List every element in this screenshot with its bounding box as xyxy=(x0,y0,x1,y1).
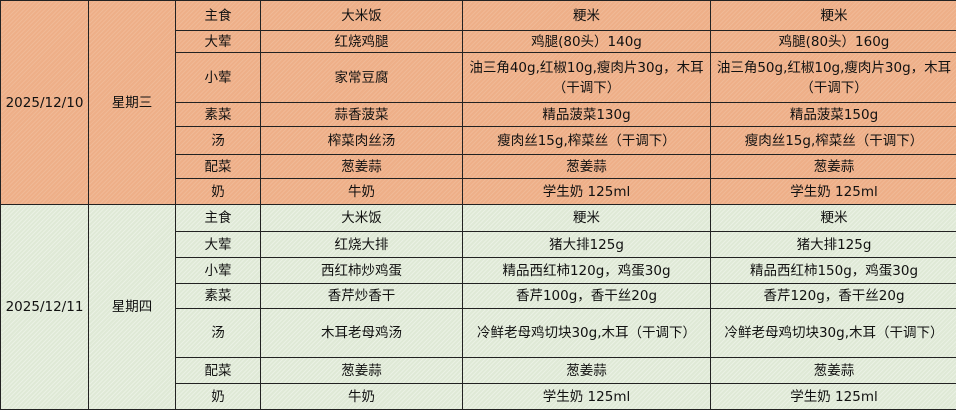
amount-a-cell: 精品菠菜130g xyxy=(463,103,711,127)
amount-b-cell: 粳米 xyxy=(711,205,956,232)
amount-a-cell: 冷鲜老母鸡切块30g,木耳（干调下） xyxy=(463,309,711,358)
category-cell: 素菜 xyxy=(176,284,261,309)
dish-cell: 蒜香菠菜 xyxy=(261,103,463,127)
date-cell: 2025/12/10 xyxy=(1,1,89,205)
category-cell: 素菜 xyxy=(176,103,261,127)
dish-cell: 榨菜肉丝汤 xyxy=(261,127,463,155)
amount-b-cell: 精品西红柿150g，鸡蛋30g xyxy=(711,258,956,284)
amount-a-cell: 猪大排125g xyxy=(463,232,711,258)
amount-a-cell: 学生奶 125ml xyxy=(463,179,711,205)
amount-b-cell: 葱姜蒜 xyxy=(711,358,956,384)
dish-cell: 大米饭 xyxy=(261,1,463,31)
dish-cell: 香芹炒香干 xyxy=(261,284,463,309)
dish-cell: 红烧鸡腿 xyxy=(261,31,463,53)
dish-cell: 红烧大排 xyxy=(261,232,463,258)
category-cell: 汤 xyxy=(176,127,261,155)
amount-b-cell: 冷鲜老母鸡切块30g,木耳（干调下） xyxy=(711,309,956,358)
amount-b-cell: 鸡腿(80头）160g xyxy=(711,31,956,53)
dish-cell: 木耳老母鸡汤 xyxy=(261,309,463,358)
dish-cell: 家常豆腐 xyxy=(261,53,463,103)
amount-a-cell: 鸡腿(80头）140g xyxy=(463,31,711,53)
amount-b-cell: 粳米 xyxy=(711,1,956,31)
amount-a-cell: 学生奶 125ml xyxy=(463,384,711,410)
category-cell: 奶 xyxy=(176,179,261,205)
amount-a-cell: 葱姜蒜 xyxy=(463,155,711,179)
dish-cell: 牛奶 xyxy=(261,179,463,205)
category-cell: 小荤 xyxy=(176,53,261,103)
category-cell: 小荤 xyxy=(176,258,261,284)
amount-a-cell: 精品西红柿120g，鸡蛋30g xyxy=(463,258,711,284)
amount-b-cell: 香芹120g，香干丝20g xyxy=(711,284,956,309)
dish-cell: 西红柿炒鸡蛋 xyxy=(261,258,463,284)
amount-a-cell: 香芹100g，香干丝20g xyxy=(463,284,711,309)
amount-b-cell: 葱姜蒜 xyxy=(711,155,956,179)
amount-b-cell: 学生奶 125ml xyxy=(711,384,956,410)
category-cell: 奶 xyxy=(176,384,261,410)
dish-cell: 葱姜蒜 xyxy=(261,155,463,179)
category-cell: 主食 xyxy=(176,1,261,31)
weekday-cell: 星期三 xyxy=(89,1,176,205)
weekday-cell: 星期四 xyxy=(89,205,176,410)
amount-b-cell: 油三角50g,红椒10g,瘦肉片30g，木耳（干调下） xyxy=(711,53,956,103)
amount-b-cell: 瘦肉丝15g,榨菜丝（干调下） xyxy=(711,127,956,155)
dish-cell: 葱姜蒜 xyxy=(261,358,463,384)
category-cell: 汤 xyxy=(176,309,261,358)
amount-b-cell: 猪大排125g xyxy=(711,232,956,258)
dish-cell: 牛奶 xyxy=(261,384,463,410)
amount-b-cell: 精品菠菜150g xyxy=(711,103,956,127)
category-cell: 配菜 xyxy=(176,155,261,179)
category-cell: 配菜 xyxy=(176,358,261,384)
category-cell: 大荤 xyxy=(176,232,261,258)
amount-b-cell: 学生奶 125ml xyxy=(711,179,956,205)
category-cell: 大荤 xyxy=(176,31,261,53)
date-cell: 2025/12/11 xyxy=(1,205,89,410)
category-cell: 主食 xyxy=(176,205,261,232)
amount-a-cell: 粳米 xyxy=(463,205,711,232)
amount-a-cell: 油三角40g,红椒10g,瘦肉片30g，木耳（干调下） xyxy=(463,53,711,103)
amount-a-cell: 葱姜蒜 xyxy=(463,358,711,384)
dish-cell: 大米饭 xyxy=(261,205,463,232)
amount-a-cell: 粳米 xyxy=(463,1,711,31)
amount-a-cell: 瘦肉丝15g,榨菜丝（干调下） xyxy=(463,127,711,155)
